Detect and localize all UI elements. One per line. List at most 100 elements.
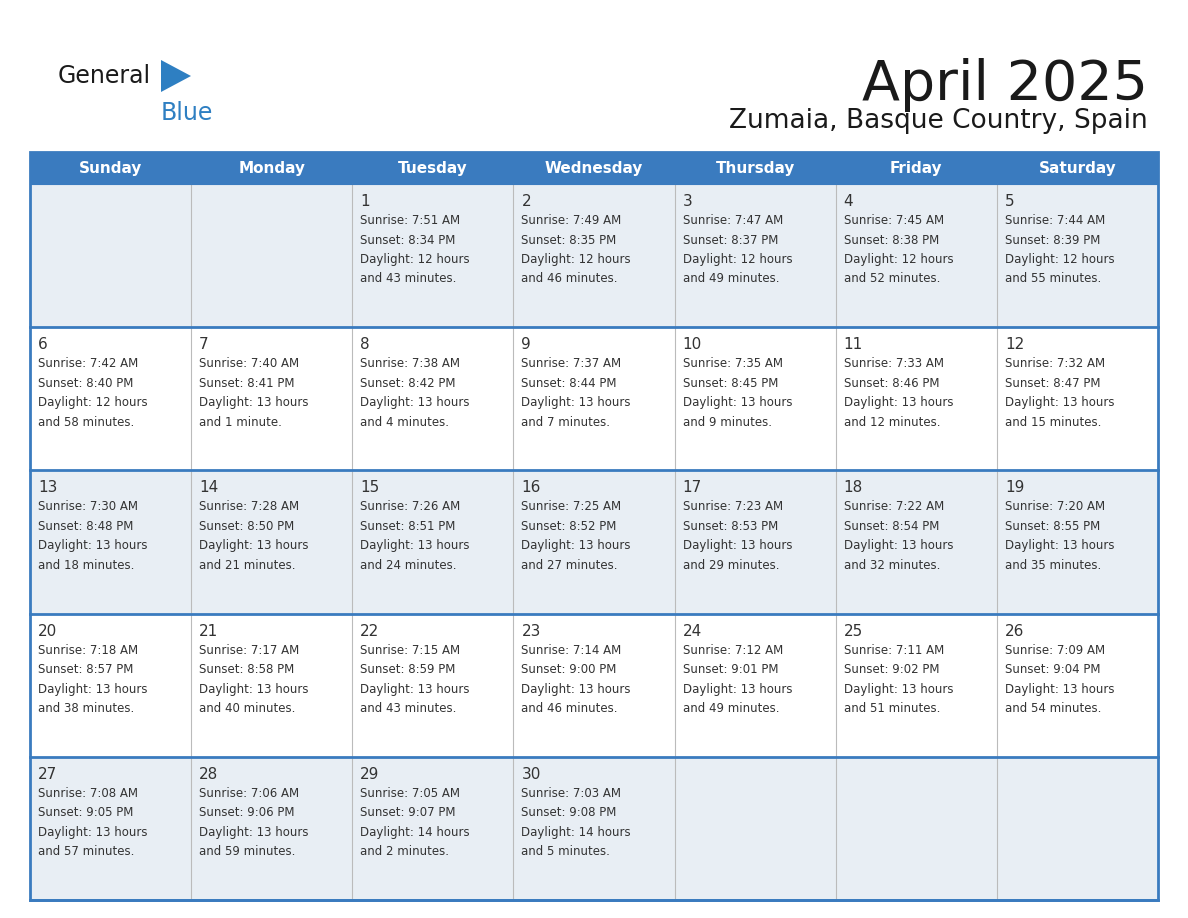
Text: 6: 6 <box>38 337 48 353</box>
Text: Daylight: 13 hours: Daylight: 13 hours <box>200 397 309 409</box>
Text: 24: 24 <box>683 623 702 639</box>
Text: Sunset: 8:46 PM: Sunset: 8:46 PM <box>843 376 940 390</box>
Text: Sunset: 8:52 PM: Sunset: 8:52 PM <box>522 520 617 533</box>
Text: and 51 minutes.: and 51 minutes. <box>843 702 940 715</box>
Text: Tuesday: Tuesday <box>398 161 468 175</box>
Text: Sunset: 8:40 PM: Sunset: 8:40 PM <box>38 376 133 390</box>
Text: 29: 29 <box>360 767 380 782</box>
Text: Monday: Monday <box>239 161 305 175</box>
Text: Sunrise: 7:09 AM: Sunrise: 7:09 AM <box>1005 644 1105 656</box>
Text: and 32 minutes.: and 32 minutes. <box>843 559 940 572</box>
Text: Daylight: 12 hours: Daylight: 12 hours <box>522 253 631 266</box>
Text: Sunrise: 7:30 AM: Sunrise: 7:30 AM <box>38 500 138 513</box>
Text: Sunset: 8:35 PM: Sunset: 8:35 PM <box>522 233 617 247</box>
Text: Sunrise: 7:17 AM: Sunrise: 7:17 AM <box>200 644 299 656</box>
Text: 20: 20 <box>38 623 57 639</box>
Text: and 35 minutes.: and 35 minutes. <box>1005 559 1101 572</box>
Text: 16: 16 <box>522 480 541 496</box>
Text: and 49 minutes.: and 49 minutes. <box>683 273 779 285</box>
Text: and 43 minutes.: and 43 minutes. <box>360 702 456 715</box>
Text: and 54 minutes.: and 54 minutes. <box>1005 702 1101 715</box>
Text: Sunset: 8:57 PM: Sunset: 8:57 PM <box>38 663 133 676</box>
Text: Sunrise: 7:12 AM: Sunrise: 7:12 AM <box>683 644 783 656</box>
Text: Sunset: 8:58 PM: Sunset: 8:58 PM <box>200 663 295 676</box>
Text: April 2025: April 2025 <box>862 58 1148 112</box>
Text: and 38 minutes.: and 38 minutes. <box>38 702 134 715</box>
Text: Daylight: 13 hours: Daylight: 13 hours <box>522 397 631 409</box>
Bar <box>30 152 1158 184</box>
Text: 1: 1 <box>360 194 369 209</box>
Text: Sunset: 8:50 PM: Sunset: 8:50 PM <box>200 520 295 533</box>
Text: Daylight: 13 hours: Daylight: 13 hours <box>683 397 792 409</box>
Text: Sunset: 8:41 PM: Sunset: 8:41 PM <box>200 376 295 390</box>
Text: 5: 5 <box>1005 194 1015 209</box>
Text: Daylight: 12 hours: Daylight: 12 hours <box>1005 253 1114 266</box>
Text: Sunrise: 7:33 AM: Sunrise: 7:33 AM <box>843 357 943 370</box>
Text: and 59 minutes.: and 59 minutes. <box>200 845 296 858</box>
Text: Sunrise: 7:28 AM: Sunrise: 7:28 AM <box>200 500 299 513</box>
Text: Daylight: 13 hours: Daylight: 13 hours <box>522 540 631 553</box>
Text: Sunset: 9:06 PM: Sunset: 9:06 PM <box>200 806 295 819</box>
Polygon shape <box>162 60 191 92</box>
Text: Daylight: 13 hours: Daylight: 13 hours <box>200 540 309 553</box>
Text: 13: 13 <box>38 480 57 496</box>
Text: Daylight: 13 hours: Daylight: 13 hours <box>1005 397 1114 409</box>
Text: Sunrise: 7:49 AM: Sunrise: 7:49 AM <box>522 214 621 227</box>
Text: Sunrise: 7:42 AM: Sunrise: 7:42 AM <box>38 357 138 370</box>
Text: and 5 minutes.: and 5 minutes. <box>522 845 611 858</box>
Text: Sunset: 8:54 PM: Sunset: 8:54 PM <box>843 520 939 533</box>
Text: and 15 minutes.: and 15 minutes. <box>1005 416 1101 429</box>
Text: Sunset: 9:07 PM: Sunset: 9:07 PM <box>360 806 456 819</box>
Text: Thursday: Thursday <box>715 161 795 175</box>
Text: Sunrise: 7:44 AM: Sunrise: 7:44 AM <box>1005 214 1105 227</box>
Text: and 52 minutes.: and 52 minutes. <box>843 273 940 285</box>
Text: Sunrise: 7:14 AM: Sunrise: 7:14 AM <box>522 644 621 656</box>
Text: and 43 minutes.: and 43 minutes. <box>360 273 456 285</box>
Text: 9: 9 <box>522 337 531 353</box>
Text: Blue: Blue <box>162 101 214 125</box>
Text: Daylight: 13 hours: Daylight: 13 hours <box>1005 683 1114 696</box>
Text: Sunset: 9:05 PM: Sunset: 9:05 PM <box>38 806 133 819</box>
Text: Daylight: 12 hours: Daylight: 12 hours <box>843 253 953 266</box>
Text: and 40 minutes.: and 40 minutes. <box>200 702 296 715</box>
Text: Sunset: 9:02 PM: Sunset: 9:02 PM <box>843 663 940 676</box>
Text: Daylight: 13 hours: Daylight: 13 hours <box>360 397 469 409</box>
Text: Sunrise: 7:22 AM: Sunrise: 7:22 AM <box>843 500 944 513</box>
Text: 14: 14 <box>200 480 219 496</box>
Text: Daylight: 14 hours: Daylight: 14 hours <box>522 826 631 839</box>
Text: Sunset: 8:47 PM: Sunset: 8:47 PM <box>1005 376 1100 390</box>
Text: Sunset: 9:00 PM: Sunset: 9:00 PM <box>522 663 617 676</box>
Text: Daylight: 13 hours: Daylight: 13 hours <box>683 540 792 553</box>
Text: Sunset: 8:51 PM: Sunset: 8:51 PM <box>360 520 456 533</box>
Text: Sunrise: 7:38 AM: Sunrise: 7:38 AM <box>360 357 460 370</box>
Text: Daylight: 13 hours: Daylight: 13 hours <box>38 540 147 553</box>
Text: and 29 minutes.: and 29 minutes. <box>683 559 779 572</box>
Text: Daylight: 13 hours: Daylight: 13 hours <box>1005 540 1114 553</box>
Text: Sunset: 8:42 PM: Sunset: 8:42 PM <box>360 376 456 390</box>
Text: and 4 minutes.: and 4 minutes. <box>360 416 449 429</box>
Text: Daylight: 13 hours: Daylight: 13 hours <box>683 683 792 696</box>
Text: Sunset: 9:01 PM: Sunset: 9:01 PM <box>683 663 778 676</box>
Text: 30: 30 <box>522 767 541 782</box>
Text: Sunset: 9:04 PM: Sunset: 9:04 PM <box>1005 663 1100 676</box>
Text: 21: 21 <box>200 623 219 639</box>
Text: and 49 minutes.: and 49 minutes. <box>683 702 779 715</box>
Text: Sunrise: 7:08 AM: Sunrise: 7:08 AM <box>38 787 138 800</box>
Text: Daylight: 12 hours: Daylight: 12 hours <box>38 397 147 409</box>
Bar <box>30 327 1158 470</box>
Bar <box>30 756 1158 900</box>
Text: General: General <box>58 64 151 88</box>
Text: Sunset: 8:44 PM: Sunset: 8:44 PM <box>522 376 617 390</box>
Text: 2: 2 <box>522 194 531 209</box>
Text: Sunday: Sunday <box>78 161 143 175</box>
Text: Sunrise: 7:15 AM: Sunrise: 7:15 AM <box>360 644 461 656</box>
Text: Sunset: 8:53 PM: Sunset: 8:53 PM <box>683 520 778 533</box>
Text: 7: 7 <box>200 337 209 353</box>
Text: Daylight: 12 hours: Daylight: 12 hours <box>360 253 470 266</box>
Text: and 27 minutes.: and 27 minutes. <box>522 559 618 572</box>
Text: Sunrise: 7:06 AM: Sunrise: 7:06 AM <box>200 787 299 800</box>
Text: Wednesday: Wednesday <box>545 161 643 175</box>
Text: Sunset: 8:59 PM: Sunset: 8:59 PM <box>360 663 456 676</box>
Text: Sunrise: 7:26 AM: Sunrise: 7:26 AM <box>360 500 461 513</box>
Text: Sunset: 8:39 PM: Sunset: 8:39 PM <box>1005 233 1100 247</box>
